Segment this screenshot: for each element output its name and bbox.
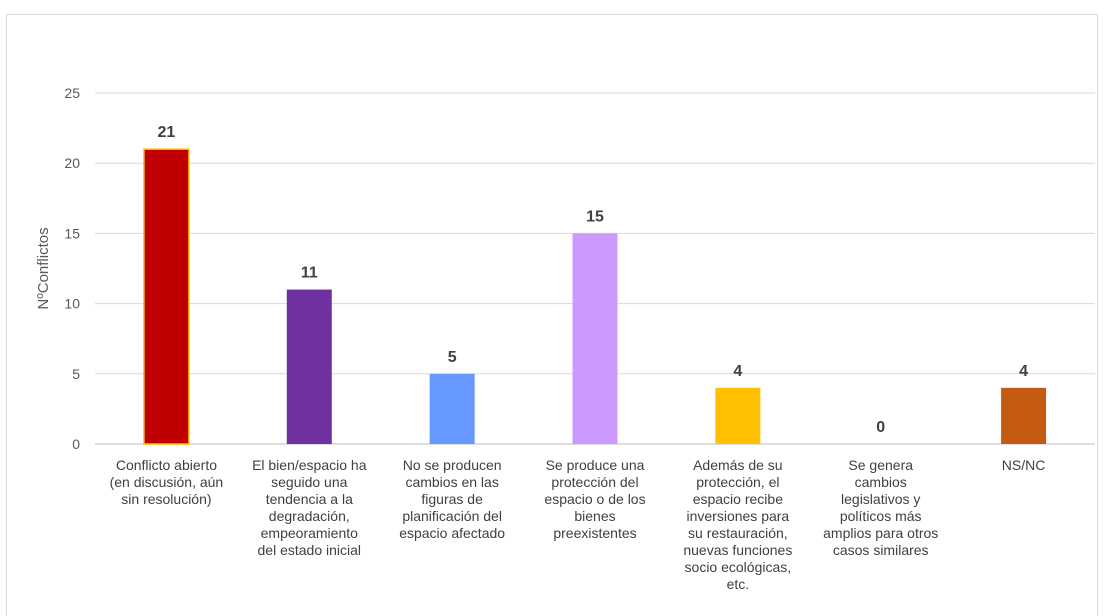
category-label-line: socio ecológicas, <box>685 559 792 575</box>
category-label: Conflicto abierto (en discusión, aún sin r… <box>110 457 224 507</box>
category-label-line: su restauración, <box>688 525 788 541</box>
category-label-line: empeoramiento <box>261 525 358 541</box>
data-label: 15 <box>586 208 604 225</box>
y-tick-label: 0 <box>72 436 80 452</box>
category-label-line: degradación, <box>269 508 350 524</box>
bar <box>429 373 475 444</box>
category-label-line: Se genera <box>848 457 913 473</box>
category-label-line: (en discusión, aún <box>110 474 224 490</box>
data-label: 11 <box>301 265 318 282</box>
category-label-line: preexistentes <box>553 525 636 541</box>
bar <box>715 387 761 444</box>
category-label-line: espacio recibe <box>693 491 783 507</box>
category-label-line: legislativos y <box>841 491 920 507</box>
category-label-line: NS/NC <box>1002 457 1046 473</box>
category-label-line: Se produce una <box>546 457 645 473</box>
category-label-line: El bien/espacio ha <box>252 457 367 473</box>
y-tick-label: 10 <box>64 296 80 312</box>
data-label: 5 <box>448 349 457 366</box>
category-label-line: del estado inicial <box>258 542 362 558</box>
category-label-line: nuevas funciones <box>683 542 792 558</box>
y-tick-label: 5 <box>72 366 80 382</box>
bar <box>143 148 190 445</box>
bar <box>572 233 618 444</box>
chart-frame <box>6 14 1098 616</box>
category-label-line: No se producen <box>403 457 502 473</box>
category-label-line: planificación del <box>402 508 502 524</box>
data-label: 4 <box>733 363 742 380</box>
category-label-line: espacio o de los <box>544 491 645 507</box>
bar <box>286 289 332 444</box>
category-label-line: bienes <box>574 508 615 524</box>
category-label-line: protección del <box>551 474 638 490</box>
data-label: 0 <box>876 419 885 436</box>
y-axis-title: NºConflictos <box>35 227 52 309</box>
category-label: NS/NC <box>1002 457 1046 473</box>
category-label-line: sin resolución) <box>121 491 211 507</box>
category-label-line: seguido una <box>271 474 348 490</box>
category-label: Se genera cambios legislativos y políticos … <box>823 457 938 558</box>
category-label: No se producen cambios en las figuras de pl… <box>399 457 505 541</box>
category-label-line: Conflicto abierto <box>116 457 217 473</box>
data-label: 21 <box>158 124 176 141</box>
category-label: Se produce una protección del espacio o de… <box>544 457 645 541</box>
category-label-line: protección, el <box>696 474 779 490</box>
category-label-line: figuras de <box>421 491 483 507</box>
category-label: El bien/espacio ha seguido una tendencia a… <box>252 457 367 558</box>
category-label-line: etc. <box>727 576 750 592</box>
category-label-line: cambios <box>855 474 907 490</box>
category-label-line: Además de su <box>693 457 783 473</box>
category-label-line: inversiones para <box>686 508 789 524</box>
category-label-line: espacio afectado <box>399 525 505 541</box>
category-label: Además de su protección, el espacio recibe… <box>683 457 792 592</box>
category-label-line: políticos más <box>840 508 922 524</box>
y-tick-label: 15 <box>64 225 80 241</box>
category-label-line: tendencia a la <box>266 491 353 507</box>
data-label: 4 <box>1019 363 1028 380</box>
category-label-line: casos similares <box>833 542 929 558</box>
category-label-line: amplios para otros <box>823 525 938 541</box>
y-tick-label: 20 <box>64 155 80 171</box>
category-label-line: cambios en las <box>405 474 498 490</box>
y-tick-label: 25 <box>64 85 80 101</box>
bar <box>1001 387 1047 444</box>
